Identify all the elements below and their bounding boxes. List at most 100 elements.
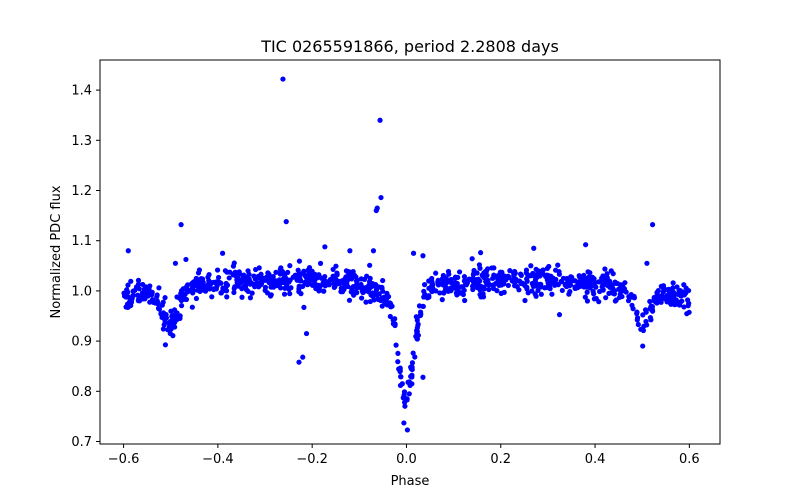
data-point xyxy=(481,270,487,276)
data-point xyxy=(252,281,258,288)
data-point xyxy=(128,278,134,284)
data-point xyxy=(556,271,563,277)
data-point xyxy=(591,276,597,282)
data-point xyxy=(370,248,377,254)
data-point xyxy=(475,282,482,288)
data-point xyxy=(346,297,353,303)
data-point xyxy=(583,242,589,248)
data-point xyxy=(249,290,255,296)
data-point xyxy=(581,272,587,279)
data-point xyxy=(373,207,379,214)
data-point xyxy=(611,288,618,294)
data-point xyxy=(671,289,677,296)
data-point xyxy=(630,306,636,312)
data-point xyxy=(477,291,483,298)
data-point xyxy=(410,250,417,256)
data-point xyxy=(424,295,430,301)
data-point xyxy=(317,260,324,266)
data-point xyxy=(414,336,420,342)
data-point xyxy=(638,326,644,332)
data-point xyxy=(523,267,530,273)
data-point xyxy=(224,269,230,275)
data-point xyxy=(282,285,288,291)
data-point xyxy=(604,271,610,277)
data-point xyxy=(524,278,530,284)
data-point xyxy=(468,276,474,282)
data-point xyxy=(207,282,213,288)
y-tick-label: 1.4 xyxy=(71,84,92,99)
data-point xyxy=(219,250,226,256)
data-point xyxy=(390,317,396,323)
data-point xyxy=(634,315,641,321)
data-point xyxy=(136,298,143,304)
data-point xyxy=(395,350,401,357)
y-tick-label: 0.7 xyxy=(71,435,92,450)
data-point xyxy=(161,322,167,328)
data-point xyxy=(538,291,544,297)
data-point xyxy=(247,295,254,301)
data-point xyxy=(218,280,224,286)
data-point xyxy=(486,286,492,293)
data-point xyxy=(231,285,237,292)
data-point xyxy=(430,281,436,288)
data-point xyxy=(320,288,327,294)
data-point xyxy=(243,283,249,289)
x-tick-label: 0.0 xyxy=(396,452,417,467)
data-point xyxy=(421,282,428,288)
data-point xyxy=(660,283,667,289)
data-point xyxy=(137,294,144,300)
data-point xyxy=(433,270,439,276)
data-point xyxy=(448,288,454,294)
data-point xyxy=(172,324,178,330)
data-point xyxy=(452,280,458,286)
data-point xyxy=(163,312,169,318)
data-point xyxy=(252,276,258,282)
data-point xyxy=(296,258,303,264)
data-point xyxy=(485,266,491,272)
data-point xyxy=(273,269,279,275)
data-point xyxy=(417,312,423,319)
data-point xyxy=(206,271,212,278)
data-point xyxy=(529,272,535,278)
data-point xyxy=(612,279,618,285)
data-point xyxy=(393,342,399,348)
data-point xyxy=(536,272,543,278)
data-point xyxy=(374,292,380,298)
data-point xyxy=(316,288,322,294)
data-point xyxy=(452,285,458,291)
data-point xyxy=(349,286,355,292)
data-point xyxy=(476,262,483,268)
data-point xyxy=(553,267,559,273)
data-point xyxy=(686,300,692,306)
data-point xyxy=(439,297,445,303)
data-point xyxy=(184,289,190,295)
data-point xyxy=(214,267,221,273)
data-point xyxy=(147,283,153,289)
data-point xyxy=(440,272,446,279)
data-point xyxy=(223,288,230,294)
data-point xyxy=(444,279,451,285)
data-point xyxy=(354,290,360,296)
data-point xyxy=(130,288,136,294)
data-point xyxy=(278,265,284,271)
data-point xyxy=(602,266,608,272)
data-point xyxy=(285,269,291,275)
data-point xyxy=(537,281,543,287)
data-point xyxy=(549,291,555,297)
data-point xyxy=(339,286,345,293)
data-point xyxy=(236,279,242,285)
data-point xyxy=(667,300,674,306)
data-point xyxy=(408,373,414,380)
data-point xyxy=(511,276,517,282)
data-point xyxy=(190,290,196,296)
data-point xyxy=(412,354,418,360)
data-point xyxy=(206,278,212,284)
data-point xyxy=(470,286,476,293)
data-point xyxy=(593,284,599,290)
data-point xyxy=(659,293,665,300)
data-point xyxy=(213,286,219,292)
data-point xyxy=(378,297,384,304)
data-point xyxy=(404,427,411,433)
data-point xyxy=(533,266,539,272)
